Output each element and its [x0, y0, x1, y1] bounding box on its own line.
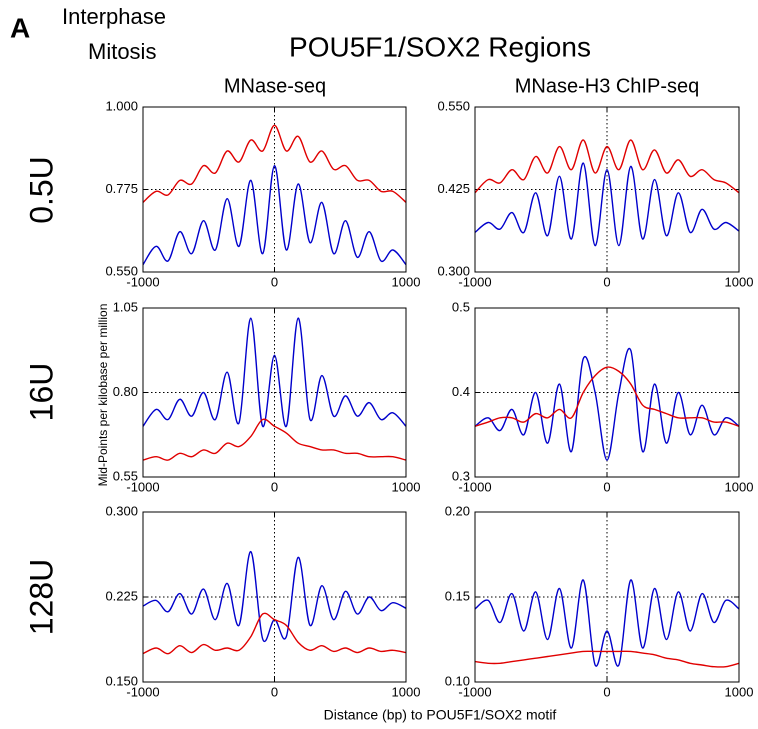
- x-tick-label: 1000: [725, 479, 754, 494]
- legend-entry: Mitosis: [88, 39, 156, 64]
- data-line: [475, 366, 739, 427]
- y-tick-label: 0.150: [105, 673, 138, 688]
- y-tick-label: 0.10: [445, 673, 470, 688]
- y-tick-label: 0.55: [113, 468, 138, 483]
- data-line: [143, 317, 406, 428]
- x-tick-label: 0: [271, 684, 278, 699]
- plot-frame: [142, 106, 407, 273]
- x-tick-label: 0: [271, 479, 278, 494]
- y-axis-label: Mid-Points per kilobase per million: [96, 304, 110, 487]
- data-line: [143, 124, 406, 203]
- x-tick-label: -1000: [126, 479, 159, 494]
- x-axis-label: Distance (bp) to POU5F1/SOX2 motif: [324, 707, 557, 723]
- x-tick-label: 1000: [392, 684, 421, 699]
- x-tick-label: 1000: [392, 479, 421, 494]
- x-tick-label: 1000: [725, 274, 754, 289]
- x-tick-label: -1000: [126, 684, 159, 699]
- y-tick-label: 0.4: [452, 384, 470, 399]
- data-line: [143, 612, 406, 655]
- y-tick-label: 0.225: [105, 588, 138, 603]
- y-tick-label: 0.15: [445, 588, 470, 603]
- panel-label: A: [10, 12, 30, 43]
- data-line: [475, 139, 739, 194]
- y-tick-label: 0.300: [105, 503, 138, 518]
- plot-frame: [142, 511, 407, 683]
- y-tick-label: 0.550: [437, 98, 470, 113]
- plot-frame: [474, 511, 740, 683]
- x-tick-label: 1000: [725, 684, 754, 699]
- figure-title: POU5F1/SOX2 Regions: [289, 31, 591, 62]
- x-tick-label: -1000: [458, 274, 491, 289]
- y-tick-label: 1.05: [113, 299, 138, 314]
- y-tick-label: 0.775: [105, 181, 138, 196]
- x-tick-label: -1000: [126, 274, 159, 289]
- y-tick-label: 0.5: [452, 299, 470, 314]
- x-tick-label: 0: [603, 274, 610, 289]
- y-tick-label: 0.300: [437, 263, 470, 278]
- legend-entry: Interphase: [62, 4, 166, 29]
- x-tick-label: 0: [271, 274, 278, 289]
- plot-frame: [142, 307, 407, 478]
- data-line: [475, 162, 739, 247]
- data-line: [475, 650, 739, 668]
- y-tick-label: 0.3: [452, 468, 470, 483]
- column-title: MNase-seq: [224, 75, 326, 97]
- data-line: [475, 579, 739, 667]
- row-label: 16U: [23, 363, 59, 422]
- plot-frame: [474, 307, 740, 478]
- plot-frame: [474, 106, 740, 273]
- data-line: [475, 347, 739, 461]
- y-tick-label: 0.425: [437, 181, 470, 196]
- x-tick-label: 1000: [392, 274, 421, 289]
- data-line: [143, 418, 406, 461]
- data-line: [143, 164, 406, 266]
- y-tick-label: 0.20: [445, 503, 470, 518]
- y-tick-label: 0.80: [113, 384, 138, 399]
- x-tick-label: -1000: [458, 479, 491, 494]
- row-label: 128U: [23, 559, 59, 636]
- y-tick-label: 1.000: [105, 98, 138, 113]
- y-tick-label: 0.550: [105, 263, 138, 278]
- x-tick-label: 0: [603, 684, 610, 699]
- column-title: MNase-H3 ChIP-seq: [515, 75, 700, 97]
- x-tick-label: 0: [603, 479, 610, 494]
- x-tick-label: -1000: [458, 684, 491, 699]
- row-label: 0.5U: [23, 156, 59, 224]
